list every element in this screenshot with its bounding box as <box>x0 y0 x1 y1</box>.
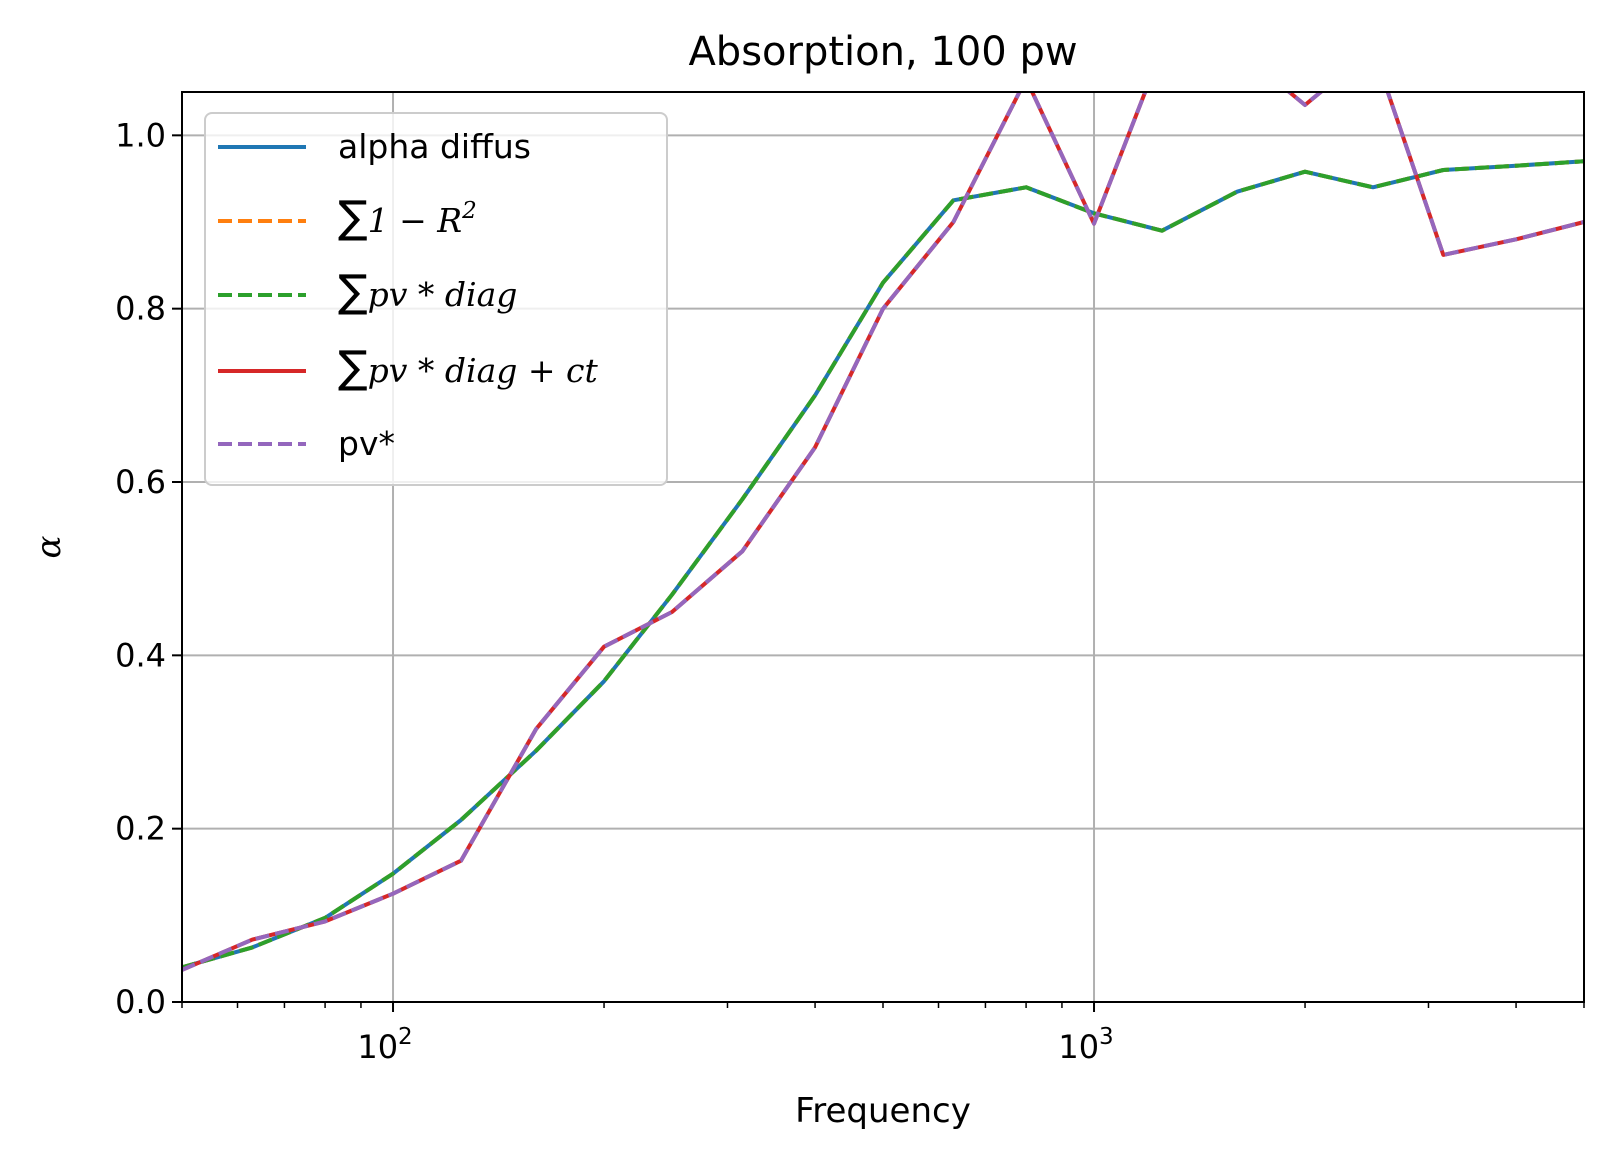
y-tick-label: 0.4 <box>115 636 166 674</box>
series-line <box>182 159 1584 970</box>
legend-label-part: 2 <box>461 198 477 224</box>
legend-label-part: pv * diag + ct <box>368 351 599 390</box>
legend-label: pv* <box>338 424 395 463</box>
y-tick-label: 1.0 <box>115 116 166 154</box>
legend-label-part: 1 − R <box>368 201 462 240</box>
legend: alpha diffus∑1 − R2∑pv * diag∑pv * diag … <box>204 112 668 486</box>
legend-label-part: ∑ <box>338 342 368 393</box>
legend-label-part: pv* <box>338 424 395 463</box>
legend-box <box>204 112 668 486</box>
x-tick-exponent: 3 <box>1099 1024 1114 1050</box>
plot-frame <box>181 91 1585 1003</box>
legend-label-part: ∑ <box>338 266 368 317</box>
y-axis-ticks: 0.0 0.2 0.4 0.6 0.8 1.0 <box>115 116 182 1021</box>
x-axis-label: Frequency <box>795 1091 971 1131</box>
x-tick-base: 10 <box>357 1028 398 1066</box>
y-tick-label: 0.8 <box>115 290 166 328</box>
chart-title: Absorption, 100 pw <box>688 29 1077 75</box>
legend-label-part: pv * diag <box>368 275 518 314</box>
legend-label: ∑pv * diag + ct <box>338 342 598 393</box>
y-axis-label: α <box>29 535 69 558</box>
legend-label-part: ∑ <box>338 192 368 243</box>
legend-label: ∑1 − R2 <box>338 192 477 243</box>
legend-label-part: alpha diffus <box>338 127 531 166</box>
x-tick-base: 10 <box>1058 1028 1099 1066</box>
series-lines <box>182 92 1584 972</box>
legend-label: alpha diffus <box>338 127 531 166</box>
y-tick-label: 0.0 <box>115 983 166 1021</box>
x-tick-exponent: 2 <box>398 1024 413 1050</box>
series-line <box>182 92 1584 972</box>
x-tick-label: 103 <box>1058 1024 1113 1066</box>
x-axis-ticks: 102 103 <box>357 1002 1114 1066</box>
y-tick-label: 0.2 <box>115 810 166 848</box>
legend-label: ∑pv * diag <box>338 266 517 317</box>
x-tick-label: 102 <box>357 1024 412 1066</box>
y-tick-label: 0.6 <box>115 463 166 501</box>
